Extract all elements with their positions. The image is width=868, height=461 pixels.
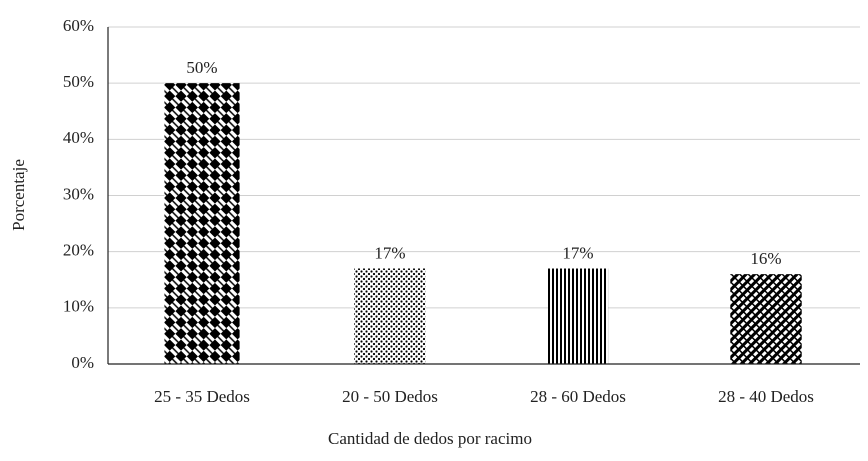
y-tick-label: 50%	[63, 72, 94, 91]
bar	[164, 83, 240, 365]
y-tick-label: 30%	[63, 184, 94, 203]
y-tick-label: 60%	[63, 16, 94, 35]
y-tick-label: 20%	[63, 241, 94, 260]
data-label: 17%	[374, 243, 405, 262]
y-tick-label: 40%	[63, 128, 94, 147]
y-tick-label: 10%	[63, 297, 94, 316]
bar	[730, 274, 802, 364]
x-tick-label: 28 - 60 Dedos	[530, 387, 626, 406]
y-axis-title: Porcentaje	[9, 159, 28, 231]
data-label: 50%	[186, 58, 217, 77]
x-axis-title: Cantidad de dedos por racimo	[328, 429, 532, 448]
bar	[547, 268, 609, 364]
x-tick-label: 20 - 50 Dedos	[342, 387, 438, 406]
data-label: 16%	[750, 249, 781, 268]
x-tick-label: 28 - 40 Dedos	[718, 387, 814, 406]
data-label: 17%	[562, 243, 593, 262]
bar	[354, 268, 426, 364]
y-tick-label: 0%	[71, 353, 94, 372]
x-tick-label: 25 - 35 Dedos	[154, 387, 250, 406]
